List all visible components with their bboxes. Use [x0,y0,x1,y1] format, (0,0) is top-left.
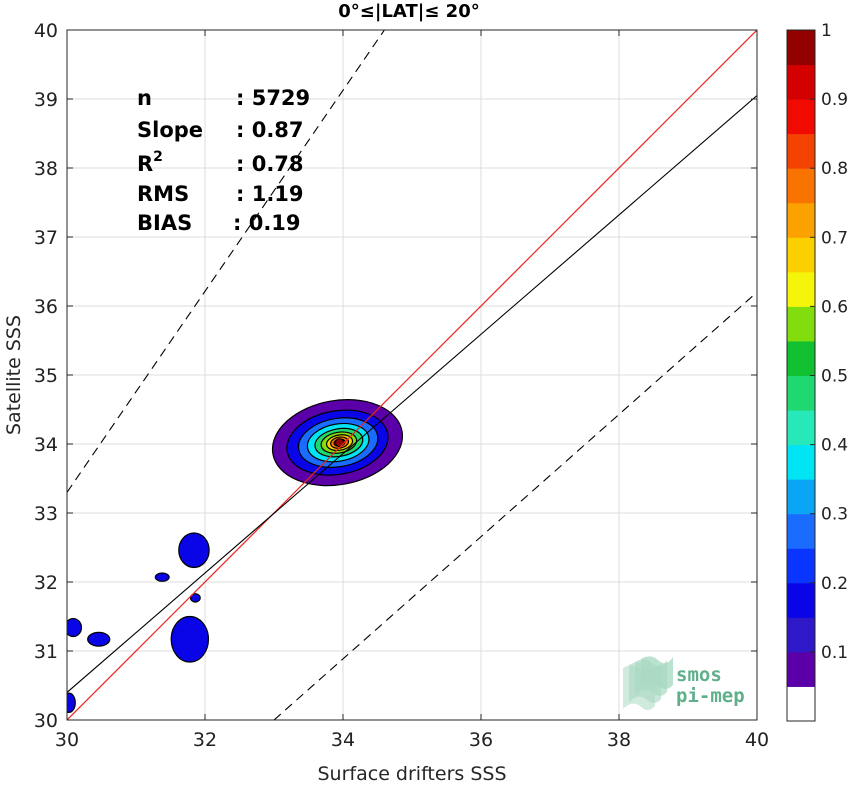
colorbar-tick-label: 0.4 [821,436,848,456]
outlier-blob-2 [170,615,210,663]
reference-lines [67,30,757,720]
statistics-box: n : 5729 Slope : 0.87 R2 : 0.78 RMS : 1.19 BIAS:… [137,86,310,235]
x-axis-ticks: 30 32 34 36 38 40 [55,30,769,751]
x-tick-label: 40 [745,729,769,751]
stat-value: : 5729 [236,86,310,110]
x-tick-label: 30 [55,729,79,751]
stat-label: R2 [137,149,163,176]
y-tick-label: 32 [34,572,58,594]
colorbar-tick-label: 0.6 [821,297,848,317]
colorbar-segment [787,444,815,480]
x-tick-label: 34 [331,729,355,751]
colorbar-segment [787,651,815,687]
logo-text-pimep: pi-mep [676,685,745,707]
upper-bound-dashed-line [67,30,385,493]
chart-title: 0°≤|LAT|≤ 20° [338,1,479,22]
colorbar-segment [787,548,815,584]
colorbar-tick-label: 0.5 [821,367,848,387]
y-tick-label: 38 [34,158,58,180]
outlier-blob-5 [154,572,170,582]
colorbar-segment [787,513,815,549]
colorbar-segment [787,479,815,515]
stat-label: RMS [137,182,189,206]
x-axis-label: Surface drifters SSS [318,763,507,784]
stat-label: BIAS [137,211,192,235]
colorbar-tick-label: 0.3 [821,505,848,525]
colorbar-segment [787,582,815,618]
outlier-blob-7 [67,692,76,714]
colorbar-tick-label: 0.8 [821,159,848,179]
colorbar-segment [787,99,815,135]
colorbar-segment [787,133,815,169]
colorbar-segment [787,168,815,204]
stat-label: n [137,86,152,110]
outlier-blob-1 [178,532,210,569]
colorbar-segment [787,375,815,411]
identity-line [67,30,757,720]
colorbar-tick-label: 0.7 [821,228,848,248]
colorbar-segment [787,410,815,446]
logo-text-smos: smos [676,664,722,686]
stat-value: : 1.19 [236,182,304,206]
stat-label: Slope [137,118,203,142]
y-tick-label: 40 [34,20,58,42]
outlier-blob-6 [189,593,201,603]
colorbar-segment [787,237,815,273]
regression-line [67,95,757,693]
colorbar-segment [787,271,815,307]
y-tick-label: 33 [34,503,58,525]
outlier-blob-4 [87,631,111,647]
density-contours [67,399,404,714]
colorbar-tick-label: 1 [821,21,832,41]
y-tick-label: 36 [34,296,58,318]
x-tick-label: 38 [607,729,631,751]
colorbar-tick-label: 0.1 [821,643,848,663]
colorbar: 0.1 0.2 0.3 0.4 0.5 0.6 0.7 0.8 0.9 1 [786,21,848,722]
colorbar-segment [787,64,815,100]
y-tick-label: 31 [34,641,58,663]
colorbar-tick-label: 0.2 [821,574,848,594]
outlier-blob-3 [67,617,83,638]
colorbar-segment [787,686,815,722]
y-tick-label: 37 [34,227,58,249]
stat-value: : 0.78 [236,152,304,176]
stat-value: : 0.19 [233,211,301,235]
logo-wave-4 [641,656,673,689]
y-tick-label: 30 [34,710,58,732]
y-axis-label: Satellite SSS [3,315,25,435]
lower-bound-dashed-line [273,291,757,720]
colorbar-segment [787,340,815,376]
y-tick-label: 34 [34,434,58,456]
stat-value: : 0.87 [236,118,304,142]
colorbar-segment [787,30,815,66]
x-tick-label: 32 [193,729,217,751]
x-tick-label: 36 [469,729,493,751]
colorbar-segment [787,306,815,342]
y-tick-label: 39 [34,89,58,111]
y-axis-ticks: 30 31 32 33 34 35 36 37 38 39 40 [34,20,757,732]
y-tick-label: 35 [34,365,58,387]
colorbar-segment [787,202,815,238]
colorbar-tick-label: 0.9 [821,90,848,110]
colorbar-segment [787,617,815,653]
